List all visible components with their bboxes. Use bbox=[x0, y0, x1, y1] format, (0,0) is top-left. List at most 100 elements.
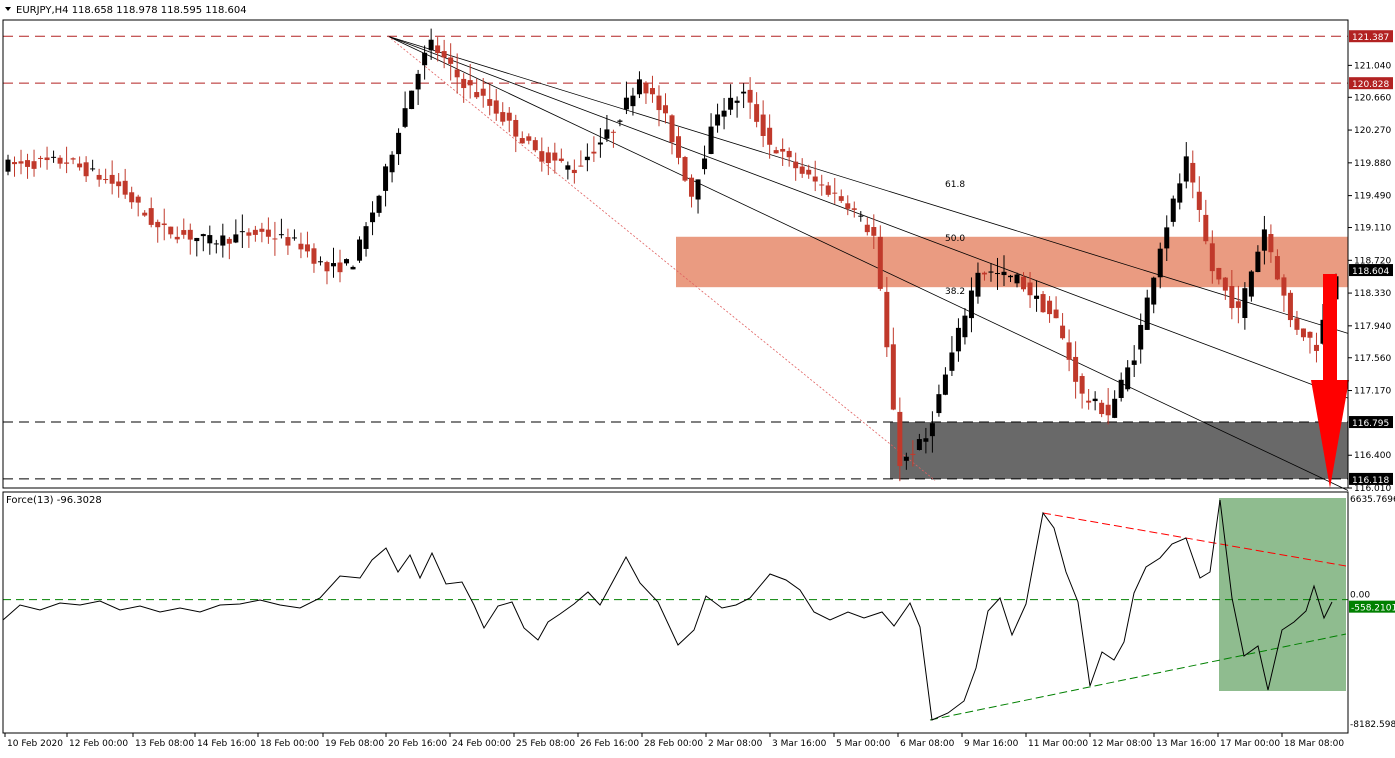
candle-body bbox=[715, 114, 721, 126]
force-lower-trendline bbox=[929, 633, 1347, 721]
candle-body bbox=[1112, 398, 1118, 418]
candle-body bbox=[968, 290, 974, 319]
candle-body bbox=[1242, 288, 1248, 318]
candle-body bbox=[487, 99, 493, 106]
candle-body bbox=[877, 236, 883, 289]
candle-body bbox=[415, 73, 421, 90]
candle-body bbox=[571, 169, 577, 174]
candle-body bbox=[324, 262, 330, 272]
candle-body bbox=[233, 234, 239, 243]
candle-body bbox=[135, 196, 141, 203]
candle-body bbox=[435, 45, 441, 54]
candle-body bbox=[1092, 398, 1098, 402]
candle-body bbox=[728, 97, 734, 110]
candle-body bbox=[317, 261, 323, 263]
candle-body bbox=[962, 315, 968, 338]
candle-body bbox=[1235, 301, 1241, 308]
fan-line bbox=[387, 35, 1349, 334]
candle-body bbox=[532, 140, 538, 151]
candle-body bbox=[239, 231, 245, 233]
candle-body bbox=[955, 327, 961, 352]
candle-body bbox=[988, 271, 994, 273]
price-level-tag bbox=[1349, 30, 1393, 43]
candle-body bbox=[500, 112, 506, 122]
candle-body bbox=[207, 235, 213, 244]
candle-body bbox=[64, 162, 70, 164]
force-line bbox=[2, 499, 1333, 721]
candle-body bbox=[454, 69, 460, 78]
candle-body bbox=[304, 244, 310, 252]
candle-body bbox=[383, 166, 389, 191]
y-tick-label: 117.560 bbox=[1354, 354, 1391, 364]
candle-body bbox=[51, 156, 57, 158]
candle-body bbox=[402, 108, 408, 127]
candle-body bbox=[493, 100, 499, 114]
price-level-label: 120.828 bbox=[1352, 80, 1389, 90]
candle-body bbox=[226, 238, 232, 244]
candle-body bbox=[656, 95, 662, 111]
force-y-label: -8182.5988 bbox=[1350, 720, 1395, 730]
candle-body bbox=[1105, 404, 1111, 416]
candle-body bbox=[31, 161, 37, 169]
candle-body bbox=[278, 234, 284, 236]
candle-body bbox=[793, 161, 799, 169]
fib-level-label: 50.0 bbox=[945, 234, 965, 244]
candle-body bbox=[83, 162, 89, 177]
candle-body bbox=[949, 352, 955, 371]
candle-body bbox=[1125, 367, 1131, 390]
candle-body bbox=[994, 273, 1000, 275]
x-tick-label: 3 Mar 16:00 bbox=[772, 739, 827, 749]
price-level-tag bbox=[1349, 472, 1393, 485]
candle-body bbox=[1229, 286, 1235, 309]
candle-body bbox=[409, 90, 415, 110]
candle-body bbox=[1287, 292, 1293, 321]
candle-body bbox=[597, 142, 603, 145]
candle-body bbox=[884, 291, 890, 348]
x-tick-label: 25 Feb 08:00 bbox=[516, 739, 575, 749]
y-tick-label: 119.490 bbox=[1354, 192, 1391, 202]
candle-body bbox=[1294, 318, 1300, 330]
candle-body bbox=[975, 272, 981, 297]
y-tick-label: 118.720 bbox=[1354, 256, 1391, 266]
candle-body bbox=[812, 176, 818, 182]
candle-body bbox=[1274, 256, 1280, 280]
sell-arrow-shaft bbox=[1323, 274, 1337, 382]
candle-body bbox=[1027, 282, 1033, 296]
candle-body bbox=[90, 168, 96, 170]
candle-body bbox=[702, 158, 708, 170]
candle-body bbox=[350, 266, 356, 270]
candle-body bbox=[760, 114, 766, 136]
price-level-label: 116.118 bbox=[1352, 476, 1389, 486]
candle-body bbox=[1008, 275, 1014, 278]
candle-body bbox=[897, 411, 903, 467]
candle-body bbox=[389, 154, 395, 173]
candle-body bbox=[851, 208, 857, 210]
fan-line bbox=[387, 35, 1349, 491]
candle-body bbox=[682, 157, 688, 181]
candle-body bbox=[1047, 300, 1053, 315]
x-tick-label: 12 Mar 08:00 bbox=[1092, 739, 1152, 749]
candle-body bbox=[311, 248, 317, 264]
candle-body bbox=[1118, 379, 1124, 398]
price-level-tag bbox=[1349, 77, 1393, 90]
y-tick-label: 119.880 bbox=[1354, 159, 1391, 169]
candle-body bbox=[578, 165, 584, 167]
candle-body bbox=[858, 215, 864, 217]
candle-body bbox=[676, 136, 682, 158]
candle-body bbox=[786, 150, 792, 158]
candle-body bbox=[57, 157, 63, 164]
candle-body bbox=[1313, 344, 1319, 351]
candle-body bbox=[265, 229, 271, 237]
candle-body bbox=[422, 52, 428, 66]
candle-body bbox=[1138, 324, 1144, 350]
candle-body bbox=[565, 165, 571, 170]
x-tick-label: 13 Feb 08:00 bbox=[135, 739, 194, 749]
candle-body bbox=[819, 184, 825, 186]
x-tick-label: 11 Mar 00:00 bbox=[1028, 739, 1088, 749]
x-tick-label: 13 Mar 16:00 bbox=[1156, 739, 1216, 749]
candle-body bbox=[513, 119, 519, 137]
candle-body bbox=[168, 226, 174, 235]
candle-body bbox=[155, 221, 161, 228]
candle-body bbox=[806, 169, 812, 175]
